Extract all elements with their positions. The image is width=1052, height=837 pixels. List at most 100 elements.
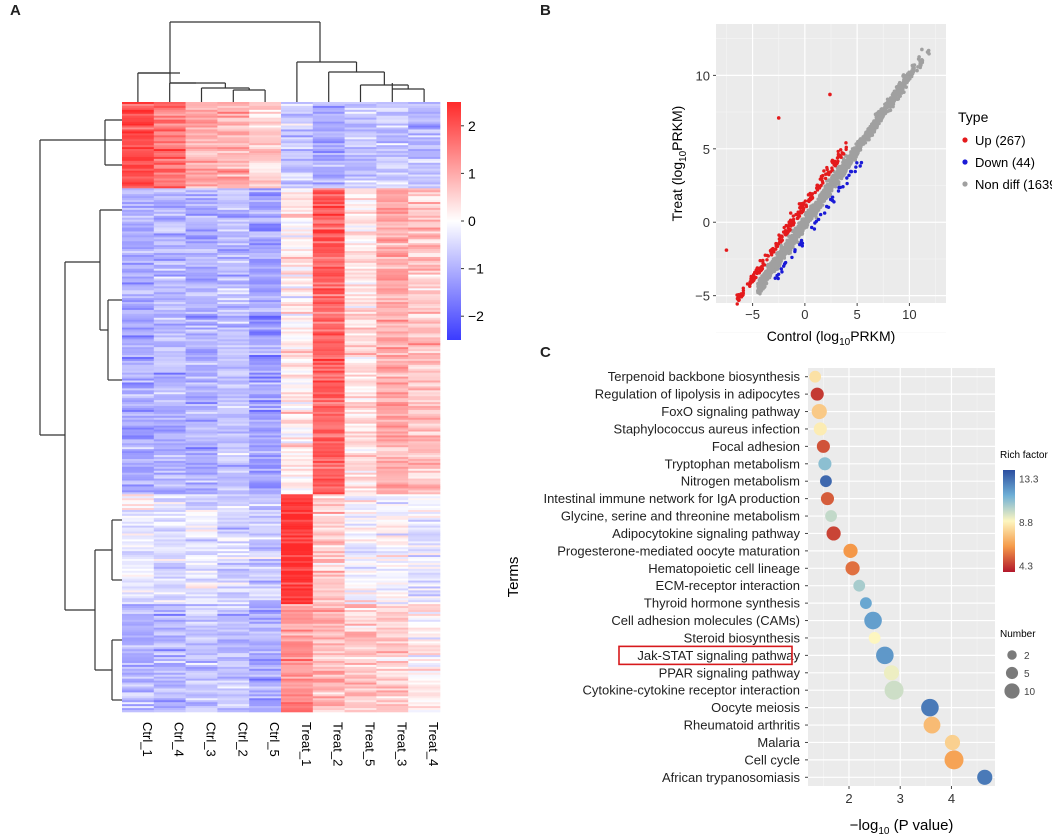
heatmap-cell	[153, 343, 186, 346]
heatmap-cell	[122, 562, 155, 566]
heatmap-cell	[217, 482, 250, 485]
heatmap-cell	[312, 245, 345, 248]
heatmap-cell	[344, 478, 377, 481]
heatmap-cell	[153, 453, 186, 456]
scatter-point-nondiff	[867, 137, 871, 142]
heatmap-cell	[217, 633, 250, 636]
heatmap-cell	[408, 123, 441, 126]
heatmap-cell	[312, 162, 345, 166]
scatter-point-nondiff	[920, 47, 924, 52]
heatmap-cell	[376, 617, 409, 621]
scatter-point-up	[780, 235, 784, 239]
heatmap-cell	[153, 590, 186, 593]
heatmap-cell	[312, 527, 345, 530]
heatmap-cell	[376, 710, 409, 713]
heatmap-cell	[185, 674, 218, 677]
scatter-y-tick-label: 0	[703, 215, 710, 230]
heatmap-cell	[185, 710, 218, 713]
heatmap-cell	[217, 262, 250, 266]
heatmap-cell	[185, 107, 218, 111]
heatmap-cell	[122, 323, 155, 326]
heatmap-cell	[153, 480, 186, 483]
heatmap-cell	[376, 557, 409, 560]
heatmap-cell	[217, 594, 250, 597]
heatmap-cell	[122, 527, 155, 530]
heatmap-cell	[344, 317, 377, 321]
heatmap-cell	[122, 119, 155, 122]
heatmap-cell	[376, 192, 409, 195]
heatmap-cell	[408, 572, 441, 575]
heatmap-cell	[344, 119, 377, 122]
heatmap-cell	[122, 280, 155, 283]
heatmap-cell	[153, 439, 186, 442]
heatmap-cell	[408, 239, 441, 242]
heatmap-cell	[185, 570, 218, 574]
heatmap-cell	[185, 498, 218, 501]
heatmap-cell	[281, 484, 314, 487]
heatmap-cell	[249, 531, 282, 534]
heatmap-cell	[312, 702, 345, 705]
heatmap-cell	[153, 525, 186, 528]
heatmap-cell	[281, 525, 314, 528]
heatmap-cell	[249, 249, 282, 252]
heatmap-cell	[249, 327, 282, 330]
heatmap-cell	[312, 521, 345, 524]
heatmap-cell	[312, 698, 345, 701]
heatmap-cell	[153, 111, 186, 115]
heatmap-cell	[376, 237, 409, 240]
heatmap-cell	[376, 568, 409, 572]
heatmap-cell	[217, 466, 250, 470]
heatmap-cell	[408, 502, 441, 505]
heatmap-cell	[344, 139, 377, 142]
heatmap-cell	[376, 254, 409, 258]
heatmap-cell	[408, 223, 441, 226]
heatmap-cell	[344, 560, 377, 564]
heatmap-cell	[312, 517, 345, 521]
heatmap-cell	[312, 202, 345, 205]
heatmap-cell	[122, 617, 155, 621]
heatmap-cell	[376, 311, 409, 315]
scatter-point-nondiff	[790, 229, 795, 233]
heatmap-cell	[376, 560, 409, 564]
heatmap-cell	[408, 421, 441, 424]
heatmap-cell	[344, 229, 377, 232]
heatmap-cell	[217, 156, 250, 160]
heatmap-cell	[312, 111, 345, 115]
heatmap-cell	[281, 480, 314, 483]
heatmap-cell	[217, 464, 250, 468]
heatmap-cell	[217, 103, 250, 107]
heatmap-cell	[281, 417, 314, 421]
heatmap-cell	[249, 105, 282, 109]
heatmap-cell	[408, 113, 441, 117]
heatmap-cell	[312, 337, 345, 340]
heatmap-cell	[344, 266, 377, 270]
heatmap-cell	[376, 553, 409, 556]
heatmap-cell	[376, 502, 409, 505]
heatmap-cell	[408, 547, 441, 550]
heatmap-cell	[376, 706, 409, 709]
heatmap-cell	[312, 572, 345, 575]
heatmap-cell	[408, 315, 441, 319]
heatmap-cell	[344, 376, 377, 379]
heatmap-cell	[281, 296, 314, 299]
heatmap-column-label: Ctrl_2	[235, 722, 250, 757]
heatmap-cell	[344, 380, 377, 383]
heatmap-cell	[185, 109, 218, 113]
heatmap-cell	[153, 286, 186, 289]
heatmap-cell	[312, 537, 345, 540]
heatmap-cell	[408, 678, 441, 681]
heatmap-cell	[344, 270, 377, 273]
heatmap-cell	[185, 704, 218, 707]
heatmap-cell	[408, 117, 441, 120]
heatmap-cell	[217, 231, 250, 234]
heatmap-cell	[249, 349, 282, 352]
heatmap-cell	[122, 431, 155, 434]
heatmap-cell	[408, 160, 441, 164]
heatmap-cell	[122, 698, 155, 701]
heatmap-cell	[249, 598, 282, 601]
heatmap-cell	[344, 511, 377, 515]
heatmap-cell	[249, 205, 282, 209]
heatmap-cell	[185, 111, 218, 115]
heatmap-cell	[344, 288, 377, 291]
heatmap-cell	[185, 254, 218, 258]
